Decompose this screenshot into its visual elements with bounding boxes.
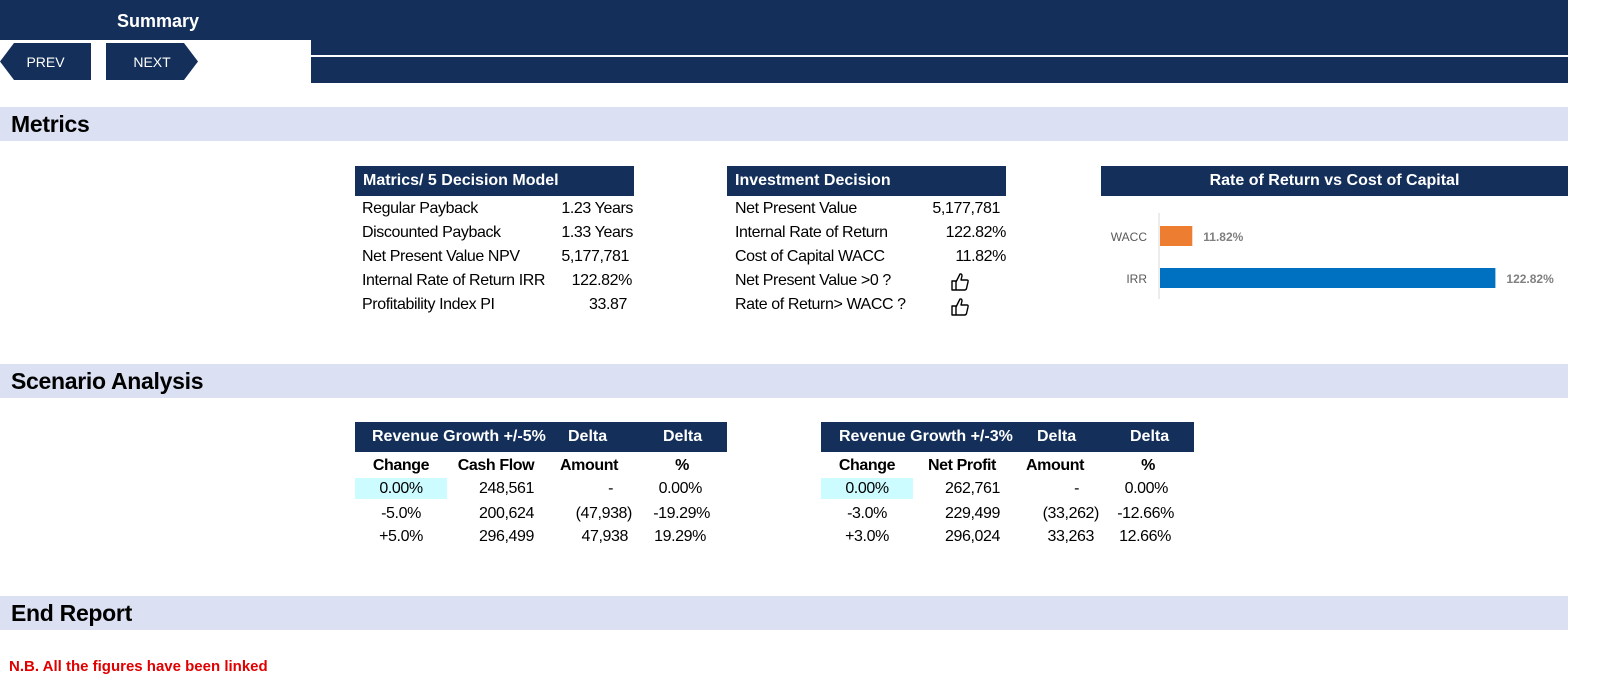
scenario-profit-table: Change Net Profit Amount % 0.00% 262,761… [821, 453, 1194, 549]
scenario-revenue-header: Revenue Growth +/-5% Delta Delta [355, 422, 727, 452]
header-cell: Delta [1037, 428, 1077, 445]
metric-label: Net Present Value NPV [362, 248, 520, 265]
header-band [311, 40, 1568, 83]
section-title-end-report: End Report [11, 600, 132, 626]
section-end-report: End Report [0, 596, 1568, 630]
table-cell: -5.0% [381, 505, 421, 522]
decision-model-header: Matrics/ 5 Decision Model [355, 166, 634, 196]
metric-label: Internal Rate of Return IRR [362, 272, 546, 289]
section-title-scenario: Scenario Analysis [11, 368, 204, 394]
investment-decision-header: Investment Decision [727, 166, 1006, 196]
table-cell: 229,499 [944, 505, 1000, 522]
table-cell: (33,262) [1042, 505, 1100, 522]
metric-value: 33.87 [588, 296, 627, 313]
table-cell: (47,938) [575, 505, 633, 522]
thumbs-up-icon [950, 297, 970, 322]
table-cell: 0.00% [845, 480, 889, 497]
decision-model-title: Matrics/ 5 Decision Model [363, 172, 559, 189]
table-cell: 47,938 [581, 528, 628, 545]
table-cell: - [1074, 480, 1079, 497]
data-label: 11.82% [1203, 230, 1243, 244]
table-cell: 12.66% [1119, 528, 1171, 545]
header-cell: Delta [663, 428, 703, 445]
metric-value: 122.82% [571, 272, 633, 289]
metric-value: 1.23 Years [561, 200, 633, 217]
decision-label: Cost of Capital WACC [735, 248, 885, 265]
subheader-cell: Amount [559, 457, 619, 474]
table-cell: 0.00% [1124, 480, 1169, 497]
decision-label: Net Present Value [735, 200, 857, 217]
metric-label: Regular Payback [362, 200, 478, 217]
data-label: 122.82% [1506, 272, 1554, 286]
decision-value: 5,177,781 [932, 200, 1000, 217]
header-cell: Revenue Growth +/-3% [839, 428, 1013, 445]
decision-value: 122.82% [945, 224, 1007, 241]
header-cell: Delta [568, 428, 608, 445]
metric-value: 1.33 Years [561, 224, 633, 241]
table-cell: 0.00% [379, 480, 423, 497]
table-cell: 33,263 [1047, 528, 1094, 545]
table-cell: -3.0% [847, 505, 887, 522]
table-cell: -19.29% [653, 505, 710, 522]
section-metrics: Metrics [0, 107, 1568, 141]
table-cell: 296,024 [944, 528, 1000, 545]
category-label: IRR [1126, 272, 1147, 286]
header-cell: Revenue Growth +/-5% [372, 428, 546, 445]
scenario-profit-header: Revenue Growth +/-3% Delta Delta [821, 422, 1194, 452]
bar-irr [1160, 268, 1496, 288]
table-cell: 296,499 [478, 528, 534, 545]
decision-label: Internal Rate of Return [735, 224, 888, 241]
next-button[interactable]: NEXT [106, 43, 198, 80]
chart-title: Rate of Return vs Cost of Capital [1209, 172, 1460, 189]
decision-label: Net Present Value >0 ? [735, 272, 891, 289]
table-cell: 262,761 [944, 480, 1000, 497]
subheader-cell: % [1141, 457, 1155, 474]
subheader-cell: Change [838, 457, 896, 474]
section-title-metrics: Metrics [11, 111, 90, 137]
rate-chart-svg: WACC 11.82% IRR 122.82% [1111, 213, 1554, 299]
metric-value: 5,177,781 [561, 248, 629, 265]
decision-label: Rate of Return> WACC ? [735, 296, 906, 313]
investment-decision-table: Net Present Value 5,177,781 Internal Rat… [727, 197, 1007, 322]
table-cell: +5.0% [379, 528, 423, 545]
bar-wacc [1160, 226, 1193, 246]
thumbs-up-icon [950, 272, 970, 297]
table-cell: +3.0% [845, 528, 889, 545]
highlight-cell [355, 478, 447, 499]
table-cell: 248,561 [478, 480, 534, 497]
chart-header: Rate of Return vs Cost of Capital [1101, 166, 1568, 196]
table-cell: - [608, 480, 613, 497]
highlight-cell [821, 478, 913, 499]
decision-value: 11.82% [955, 248, 1006, 265]
investment-decision-title: Investment Decision [735, 172, 891, 189]
subheader-cell: Cash Flow [457, 457, 535, 474]
metric-label: Discounted Payback [362, 224, 501, 241]
rate-chart: WACC 11.82% IRR 122.82% [1101, 197, 1568, 325]
subheader-cell: Amount [1025, 457, 1085, 474]
category-label: WACC [1111, 230, 1148, 244]
title-bar [0, 0, 1568, 40]
scenario-revenue-table: Change Cash Flow Amount % 0.00% 248,561 … [355, 453, 727, 549]
subheader-cell: Net Profit [927, 457, 996, 474]
page-title: Summary [117, 11, 200, 31]
footnote: N.B. All the figures have been linked [9, 658, 268, 675]
table-cell: 19.29% [654, 528, 706, 545]
table-cell: 200,624 [478, 505, 534, 522]
table-cell: 0.00% [658, 480, 703, 497]
prev-button[interactable]: PREV [0, 43, 91, 80]
subheader-cell: Change [372, 457, 430, 474]
table-cell: -12.66% [1117, 505, 1174, 522]
section-scenario: Scenario Analysis [0, 364, 1568, 398]
decision-model-table: Regular Payback 1.23 Years Discounted Pa… [355, 197, 635, 322]
header-cell: Delta [1130, 428, 1170, 445]
subheader-cell: % [675, 457, 689, 474]
metric-label: Profitability Index PI [362, 296, 495, 313]
header-divider [311, 55, 1568, 57]
